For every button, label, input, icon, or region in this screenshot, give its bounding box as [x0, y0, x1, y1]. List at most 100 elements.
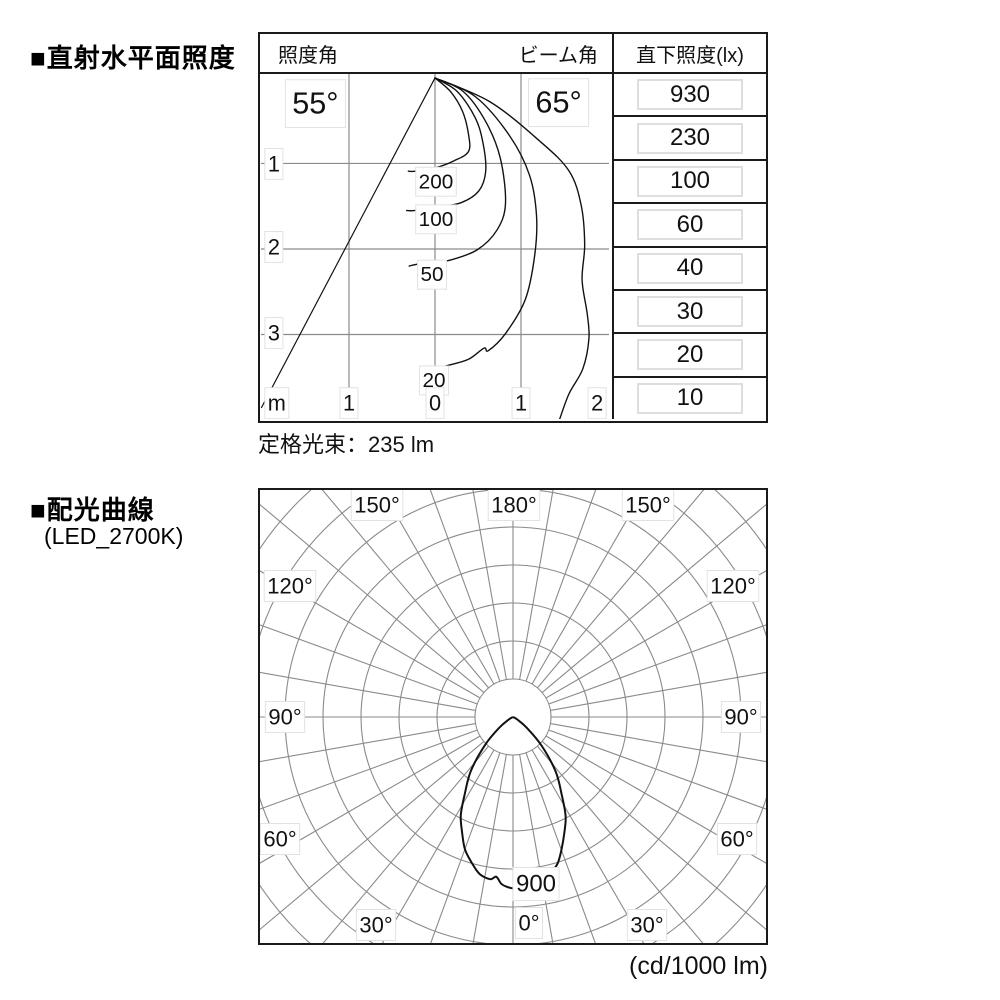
lux-row: 60: [614, 204, 766, 248]
lux-value: 60: [637, 209, 743, 241]
polar-spoke: [321, 490, 489, 689]
axis-label: 2: [268, 234, 280, 259]
contour-label: 20: [422, 369, 445, 392]
lux-column: 930 230 100 60 40 30 20 10: [614, 74, 766, 419]
contour-label: 200: [419, 170, 454, 193]
polar-spoke: [525, 490, 597, 682]
lux-value: 930: [637, 79, 743, 111]
polar-spoke: [260, 671, 476, 711]
polar-spoke: [472, 754, 507, 943]
axis-label: 1: [515, 391, 527, 416]
label-box: [339, 387, 359, 419]
polar-unit-note: (cd/1000 lm): [629, 952, 768, 980]
polar-spoke: [472, 490, 507, 680]
polar-spoke: [541, 741, 766, 931]
polar-angle-label: 30°: [630, 913, 663, 938]
label-box: [263, 570, 317, 602]
beam-angle-label: 55°: [292, 87, 338, 121]
contour-label: 100: [419, 208, 454, 231]
header-direct-lux: 直下照度(lx): [636, 44, 744, 67]
label-box: [511, 387, 531, 419]
polar-angle-label: 120°: [267, 574, 313, 599]
polar-spoke: [519, 490, 554, 680]
label-box: [264, 231, 284, 263]
label-box: [415, 204, 457, 235]
label-box: [425, 387, 445, 419]
polar-spoke: [541, 503, 766, 693]
polar-angle-label: 60°: [720, 827, 753, 852]
polar-spoke: [260, 735, 481, 864]
polar-angle-label: 150°: [625, 493, 671, 518]
lux-value: 20: [637, 339, 743, 371]
label-box: [716, 823, 758, 855]
label-box: [260, 823, 301, 855]
polar-spoke: [260, 570, 481, 699]
polar-angle-label: 150°: [354, 493, 400, 518]
polar-spoke: [545, 735, 766, 864]
label-box: [527, 78, 590, 128]
polar-spoke: [519, 754, 554, 943]
polar-spoke: [260, 503, 485, 693]
label-box: [514, 907, 544, 939]
isolux-chart: 200 100 50 20 1 2 3 m 1 0 1 2 55° 65°: [260, 74, 614, 419]
axis-label: 2: [591, 391, 603, 416]
lux-value: 10: [637, 382, 743, 414]
polar-spoke: [260, 723, 476, 763]
label-box: [284, 79, 346, 129]
lux-value: 30: [637, 296, 743, 328]
polar-angle-label: 90°: [268, 705, 301, 730]
lux-value: 100: [637, 165, 743, 197]
lux-value: 40: [637, 252, 743, 284]
polar-spoke: [429, 490, 501, 682]
axis-label: 3: [268, 320, 280, 345]
illuminance-table-body: 200 100 50 20 1 2 3 m 1 0 1 2 55° 65° 930 230 100 60 40 30…: [260, 74, 766, 419]
label-box: [264, 701, 306, 733]
polar-angle-label: 0°: [518, 911, 539, 936]
beam-angle-label: 65°: [535, 86, 581, 120]
label-box: [621, 490, 675, 521]
label-box: [264, 387, 290, 419]
polar-ring: [436, 640, 590, 794]
section2-title: ■配光曲線: [30, 495, 155, 525]
polar-spoke: [550, 723, 766, 763]
polar-spoke: [545, 570, 766, 699]
label-box: [415, 166, 457, 197]
polar-chart: 150° 180° 150° 120° 120° 90° 90° 60° 60° 30° 0° 30°…: [258, 488, 768, 945]
header-left-cell: 照度角 ビーム角: [260, 34, 614, 72]
peak-intensity-label: 900: [516, 871, 556, 898]
axis-label: m: [268, 391, 286, 416]
polar-spoke: [430, 752, 501, 943]
isolux-chart-svg: 200 100 50 20 1 2 3 m 1 0 1 2 55° 65°: [260, 74, 609, 419]
lux-row: 100: [614, 161, 766, 205]
polar-spoke: [537, 745, 704, 943]
illuminance-table: 照度角 ビーム角 直下照度(lx) 200 100 50 20 1 2 3 m 1 0 1 2 55° 6…: [258, 32, 768, 423]
polar-ring: [398, 602, 628, 832]
isolux-contour-200: [407, 77, 471, 173]
axis-label: 1: [343, 391, 355, 416]
polar-angle-label: 90°: [724, 705, 757, 730]
polar-chart-svg: 150° 180° 150° 120° 120° 90° 90° 60° 60° 30° 0° 30°…: [260, 490, 766, 943]
label-box: [355, 909, 397, 941]
section2-subtitle: (LED_2700K): [44, 523, 184, 549]
beam-angle-line: [260, 77, 436, 409]
isolux-contour-outer: [434, 77, 590, 419]
polar-ring: [474, 678, 552, 756]
polar-angle-label: 120°: [710, 574, 756, 599]
polar-spoke: [550, 671, 766, 711]
polar-spoke: [548, 729, 766, 810]
polar-angle-label: 30°: [359, 913, 392, 938]
lux-row: 930: [614, 74, 766, 118]
label-box: [487, 490, 541, 521]
label-box: [587, 387, 607, 419]
label-box: [264, 317, 284, 349]
axis-label: 0: [429, 391, 441, 416]
header-beam-angle: ビーム角: [518, 44, 598, 67]
illuminance-table-header: 照度角 ビーム角 直下照度(lx): [260, 34, 766, 74]
polar-spoke: [537, 490, 705, 689]
label-box: [350, 490, 404, 521]
label-box: [512, 867, 560, 901]
polar-spoke: [260, 741, 485, 931]
polar-spoke: [260, 729, 478, 810]
polar-spoke: [322, 745, 489, 943]
label-box: [417, 259, 448, 290]
